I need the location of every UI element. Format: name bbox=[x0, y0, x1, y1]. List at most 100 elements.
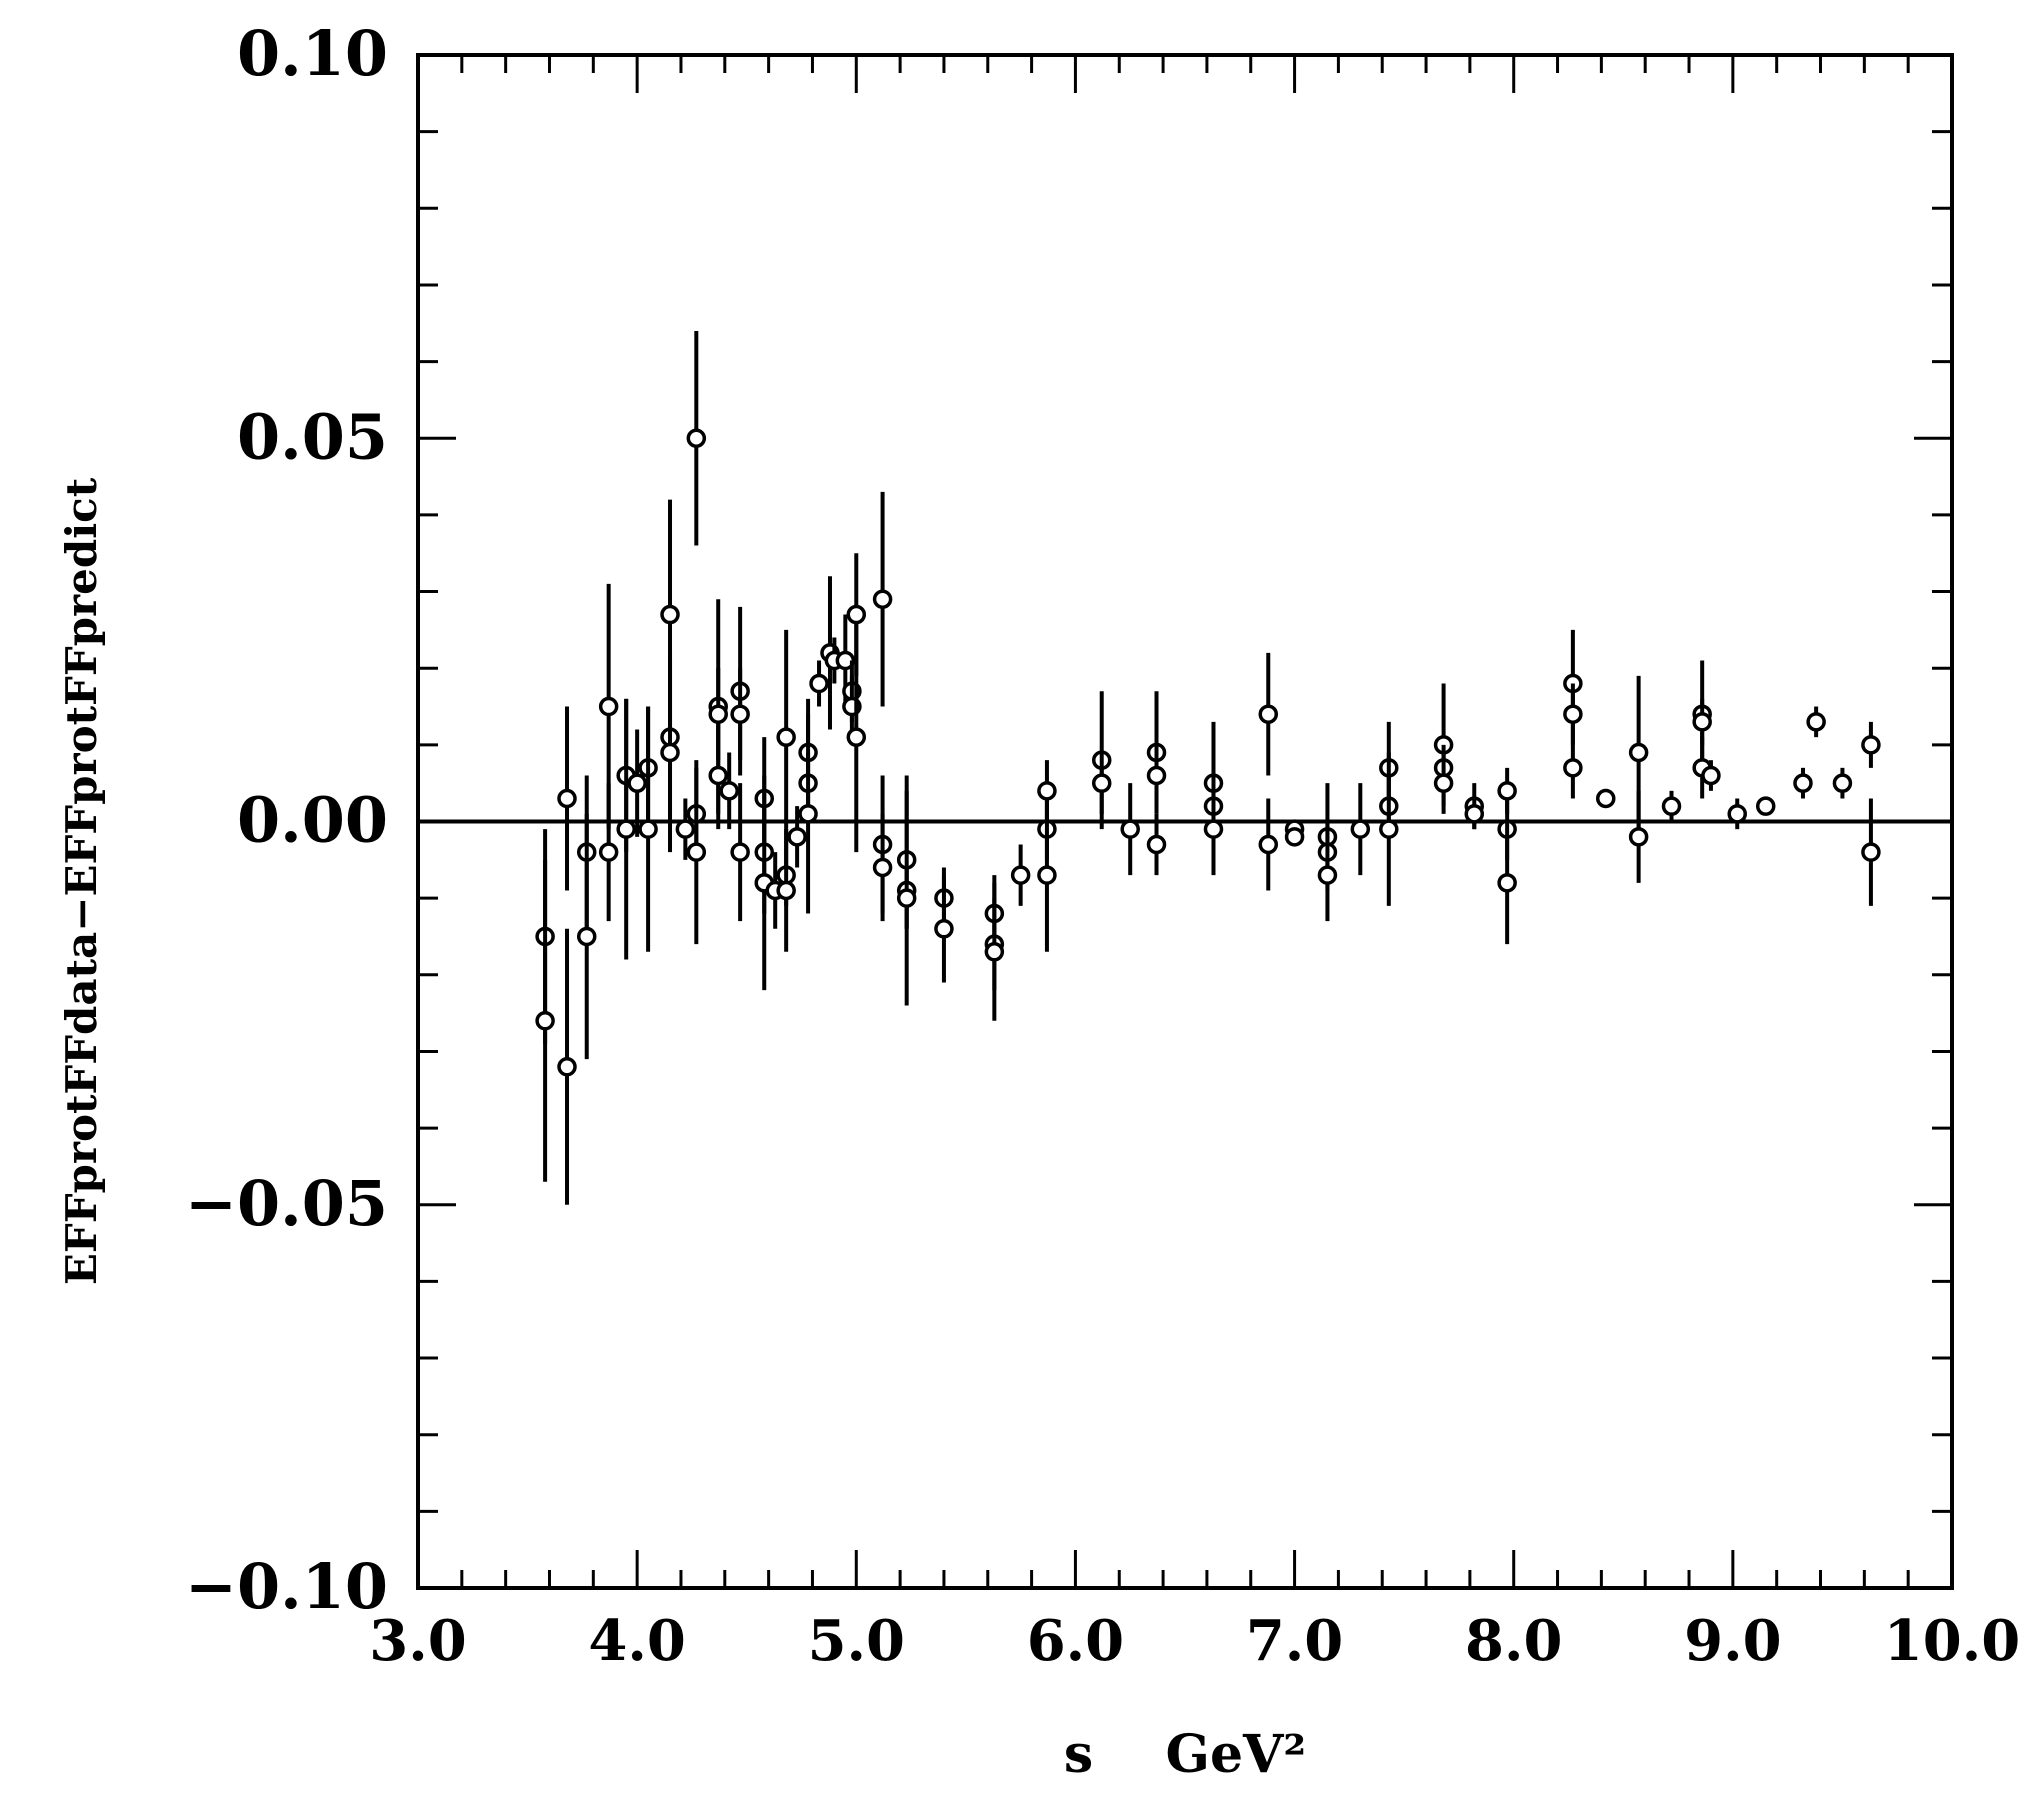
point-marker bbox=[1433, 773, 1454, 793]
data-point bbox=[798, 714, 818, 914]
data-point bbox=[730, 668, 750, 761]
point-marker bbox=[1258, 834, 1279, 855]
point-marker bbox=[675, 819, 696, 839]
data-point bbox=[896, 867, 917, 929]
point-marker bbox=[1091, 773, 1112, 793]
data-point bbox=[1146, 744, 1167, 807]
data-point bbox=[686, 760, 707, 945]
point-marker bbox=[872, 589, 893, 609]
point-marker bbox=[1203, 819, 1224, 839]
data-point bbox=[576, 813, 597, 1060]
data-point bbox=[1755, 796, 1776, 816]
point-marker bbox=[1497, 781, 1517, 801]
point-marker bbox=[557, 788, 577, 809]
point-marker bbox=[896, 888, 917, 908]
point-marker bbox=[708, 704, 728, 724]
point-marker bbox=[934, 919, 954, 939]
data-point bbox=[535, 859, 555, 1182]
point-marker bbox=[686, 428, 707, 448]
data-point bbox=[557, 706, 577, 891]
point-marker bbox=[1861, 735, 1881, 755]
data-point bbox=[934, 875, 954, 983]
data-point bbox=[1120, 783, 1140, 876]
point-marker bbox=[1701, 765, 1721, 786]
data-point bbox=[872, 813, 893, 922]
point-marker bbox=[776, 727, 796, 747]
data-point bbox=[675, 798, 696, 860]
y-tick-labels: −0.10 −0.05 0.00 0.05 0.10 bbox=[185, 17, 388, 1623]
data-point bbox=[1203, 783, 1224, 876]
data-point bbox=[1563, 737, 1583, 799]
point-marker bbox=[627, 773, 647, 793]
y-tick-label: 0.00 bbox=[237, 784, 388, 857]
y-tick-label: −0.05 bbox=[185, 1167, 388, 1240]
data-point bbox=[1317, 829, 1338, 922]
data-point bbox=[1258, 652, 1279, 776]
point-marker bbox=[708, 765, 728, 786]
data-point bbox=[1379, 752, 1399, 906]
data-point bbox=[1464, 798, 1485, 830]
data-point bbox=[660, 652, 680, 853]
x-tick-label: 4.0 bbox=[588, 1608, 685, 1674]
data-point bbox=[616, 698, 636, 960]
data-point bbox=[1284, 827, 1305, 847]
point-marker bbox=[984, 942, 1005, 962]
data-point bbox=[1146, 813, 1167, 876]
x-axis-title: s GeV² bbox=[1064, 1724, 1306, 1785]
data-points bbox=[535, 330, 1881, 1205]
data-point bbox=[1563, 683, 1583, 745]
data-point bbox=[1497, 821, 1517, 945]
x-tick-label: 6.0 bbox=[1027, 1608, 1124, 1674]
point-marker bbox=[1832, 773, 1853, 793]
data-point bbox=[708, 721, 728, 830]
x-tick-label: 8.0 bbox=[1465, 1608, 1562, 1674]
data-point bbox=[1701, 760, 1721, 791]
point-marker bbox=[1755, 796, 1776, 816]
y-tick-label: 0.05 bbox=[237, 400, 388, 473]
data-point bbox=[1661, 790, 1682, 822]
y-axis-title: EFFprotFFdata−EFFprotFFpredict bbox=[57, 477, 106, 1285]
point-marker bbox=[1146, 765, 1167, 786]
data-point bbox=[872, 491, 893, 707]
data-point bbox=[638, 706, 658, 952]
data-point bbox=[1010, 844, 1031, 906]
point-marker bbox=[557, 1057, 577, 1077]
data-point bbox=[1433, 752, 1454, 814]
data-point bbox=[1806, 706, 1826, 738]
data-point bbox=[1727, 798, 1747, 830]
data-point bbox=[1793, 767, 1813, 799]
point-marker bbox=[798, 804, 818, 824]
point-marker bbox=[1120, 819, 1140, 839]
point-marker bbox=[1692, 712, 1712, 732]
data-point bbox=[1832, 767, 1853, 799]
point-marker bbox=[535, 1011, 555, 1031]
point-marker bbox=[1010, 865, 1031, 885]
point-marker bbox=[1661, 796, 1682, 816]
data-point bbox=[1628, 790, 1649, 883]
point-marker bbox=[616, 819, 636, 839]
data-point bbox=[627, 729, 647, 837]
x-tick-label: 10.0 bbox=[1884, 1608, 2020, 1674]
point-marker bbox=[660, 604, 680, 625]
x-tick-labels: 3.0 4.0 5.0 6.0 7.0 8.0 9.0 10.0 bbox=[369, 1608, 2020, 1674]
data-point bbox=[1258, 798, 1279, 891]
data-point bbox=[787, 806, 807, 868]
point-marker bbox=[1258, 704, 1279, 724]
point-marker bbox=[1727, 804, 1747, 824]
data-point bbox=[1861, 721, 1881, 768]
y-tick-label: −0.10 bbox=[185, 1550, 388, 1623]
data-point bbox=[1861, 798, 1881, 906]
point-marker bbox=[787, 827, 807, 847]
x-tick-label: 7.0 bbox=[1246, 1608, 1343, 1674]
point-marker bbox=[1563, 704, 1583, 724]
point-marker bbox=[1806, 712, 1826, 732]
minor-ticks bbox=[418, 55, 1952, 1588]
y-tick-label: 0.10 bbox=[237, 17, 388, 90]
point-marker bbox=[846, 604, 867, 625]
x-tick-label: 9.0 bbox=[1684, 1608, 1781, 1674]
data-point bbox=[598, 783, 619, 922]
point-marker bbox=[1037, 781, 1057, 801]
data-point bbox=[1596, 788, 1616, 809]
data-point bbox=[557, 928, 577, 1205]
data-point bbox=[776, 629, 796, 845]
